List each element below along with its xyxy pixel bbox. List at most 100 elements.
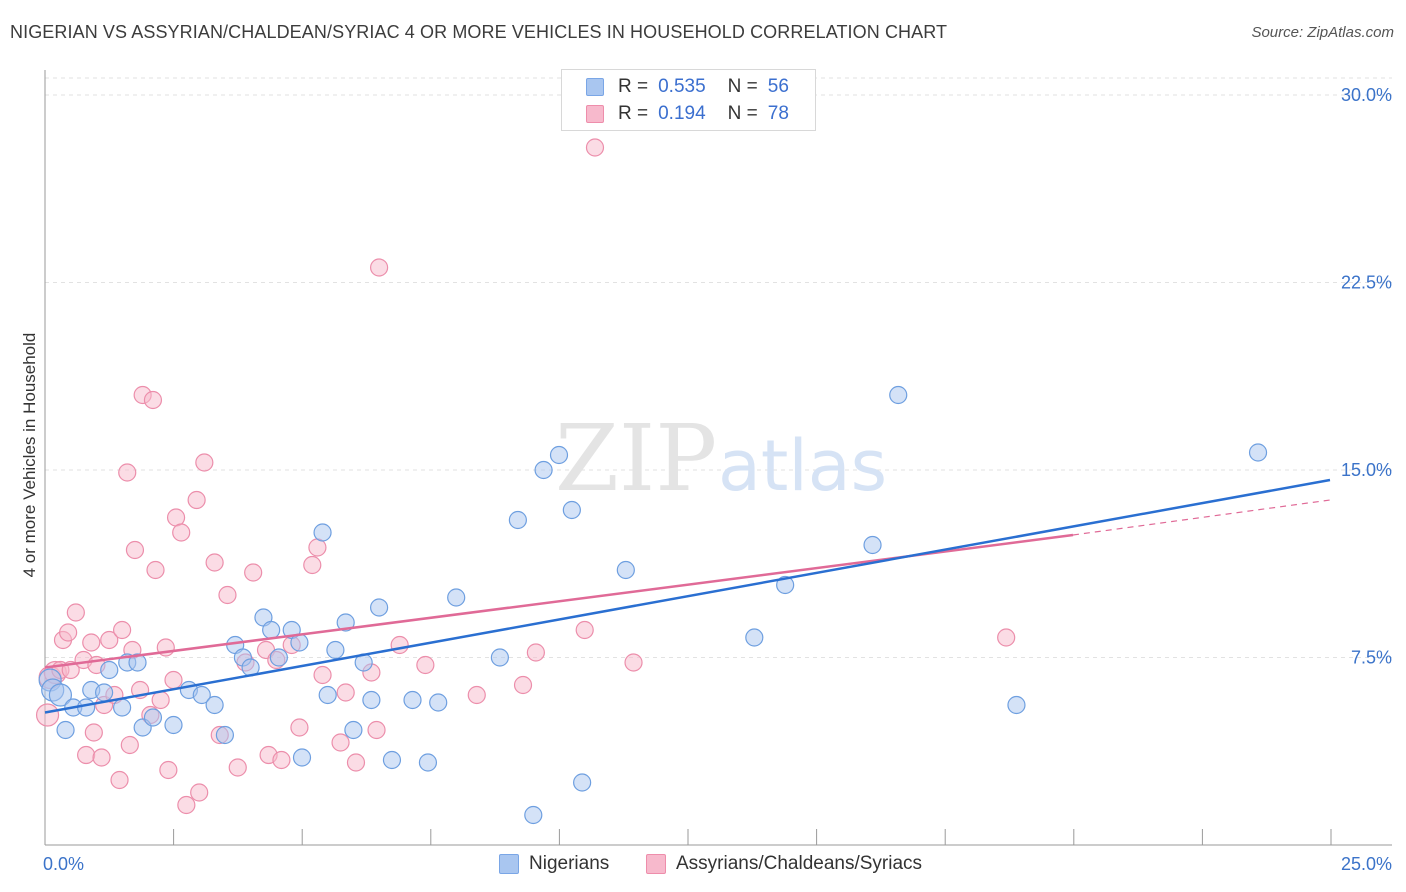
nigerians-point bbox=[192, 685, 211, 705]
nigerians-point bbox=[429, 693, 448, 712]
x-ticks bbox=[44, 829, 1332, 845]
assyrians-point bbox=[118, 463, 137, 482]
assyrians-point bbox=[187, 490, 206, 510]
nigerians-point bbox=[77, 698, 96, 717]
assyrians-point bbox=[313, 665, 332, 685]
assyrians-point bbox=[228, 758, 247, 777]
assyrians-point bbox=[370, 258, 389, 277]
nigerians-point bbox=[549, 445, 569, 465]
nigerians-point bbox=[205, 695, 224, 715]
nigerians-point bbox=[508, 510, 527, 530]
assyrians-point bbox=[467, 685, 486, 705]
assyrians-point bbox=[331, 733, 350, 752]
series-nigerians-points bbox=[38, 385, 1268, 825]
nigerians-point bbox=[143, 708, 163, 727]
nigerians-point bbox=[313, 523, 332, 542]
assyrians-point bbox=[110, 770, 129, 790]
nigerians-point bbox=[318, 685, 337, 705]
bottom-legend-label-assyrians: Assyrians/Chaldeans/Syriacs bbox=[676, 853, 923, 874]
nigerians-point bbox=[269, 648, 288, 667]
nigerians-point bbox=[1007, 695, 1026, 715]
y-axis-label: 4 or more Vehicles in Household bbox=[20, 332, 39, 578]
assyrians-point bbox=[125, 540, 145, 560]
nigerians-point bbox=[562, 500, 581, 520]
watermark-atlas: atlas bbox=[718, 425, 887, 507]
assyrians-point bbox=[120, 735, 139, 755]
assyrians-point bbox=[159, 760, 178, 780]
assyrians-point bbox=[367, 720, 386, 740]
assyrians-point bbox=[92, 748, 111, 767]
x-tick-label-max: 25.0% bbox=[1341, 854, 1392, 874]
assyrians-point bbox=[244, 563, 263, 582]
assyrians-point bbox=[195, 453, 214, 472]
assyrians-point bbox=[303, 555, 322, 575]
assyrians-point bbox=[997, 628, 1016, 647]
assyrians-point bbox=[526, 643, 545, 662]
nigerians-point bbox=[292, 748, 312, 767]
assyrians-point bbox=[77, 745, 96, 765]
nigerians-point bbox=[362, 690, 381, 710]
nigerians-point bbox=[382, 750, 402, 770]
nigerians-point bbox=[745, 628, 764, 647]
assyrians-point bbox=[66, 603, 85, 622]
assyrians-point bbox=[190, 783, 209, 802]
assyrians-point bbox=[84, 723, 103, 742]
nigerians-point bbox=[573, 773, 592, 792]
nigerians-point bbox=[1248, 443, 1268, 462]
x-tick-label-min: 0.0% bbox=[43, 854, 84, 874]
nigerians-point bbox=[447, 588, 466, 607]
assyrians-point bbox=[143, 390, 163, 410]
legend-r-value: 0.535 bbox=[658, 76, 706, 97]
assyrians-point bbox=[390, 635, 409, 655]
assyrians-point bbox=[346, 753, 366, 772]
legend-swatch-blue bbox=[586, 78, 604, 96]
legend-row-nigerians: R = 0.535 N = 56 bbox=[586, 75, 789, 99]
assyrians-point bbox=[575, 620, 594, 640]
assyrians-trend-extension bbox=[1072, 499, 1331, 536]
assyrians-point bbox=[218, 585, 237, 605]
assyrians-point bbox=[164, 670, 183, 690]
assyrians-point bbox=[205, 553, 224, 572]
assyrians-point bbox=[585, 138, 605, 157]
assyrians-point bbox=[172, 523, 191, 542]
nigerians-point bbox=[418, 753, 438, 772]
legend-row-assyrians: R = 0.194 N = 78 bbox=[586, 102, 789, 126]
nigerians-point bbox=[95, 683, 114, 702]
nigerians-point bbox=[262, 620, 281, 640]
nigerians-point bbox=[48, 683, 73, 707]
assyrians-point bbox=[151, 690, 170, 710]
assyrians-point bbox=[35, 703, 60, 727]
assyrians-point bbox=[513, 675, 533, 695]
bottom-legend-nigerians: Nigerians bbox=[499, 852, 609, 876]
y-tick-label: 30.0% bbox=[1341, 85, 1392, 105]
bottom-legend-label-nigerians: Nigerians bbox=[529, 853, 610, 874]
nigerians-point bbox=[534, 460, 553, 480]
nigerians-point bbox=[128, 653, 147, 672]
legend-r-value: 0.194 bbox=[658, 103, 706, 124]
assyrians-point bbox=[272, 750, 291, 770]
nigerians-point bbox=[326, 640, 345, 660]
nigerians-point bbox=[100, 660, 119, 680]
nigerians-point bbox=[370, 598, 389, 617]
assyrians-point bbox=[177, 795, 196, 815]
watermark: ZIP atlas bbox=[555, 405, 887, 512]
legend-n-label: N = bbox=[727, 103, 758, 124]
assyrians-point bbox=[82, 633, 101, 652]
chart-source: Source: ZipAtlas.com bbox=[1251, 24, 1394, 41]
nigerians-point bbox=[776, 575, 795, 595]
legend-swatch-pink bbox=[586, 105, 604, 123]
nigerians-point bbox=[336, 613, 355, 632]
assyrians-point bbox=[59, 623, 78, 642]
bottom-legend-swatch-blue bbox=[499, 854, 519, 874]
assyrians-point bbox=[100, 630, 119, 650]
watermark-zip: ZIP bbox=[555, 405, 717, 512]
legend-n-value: 56 bbox=[767, 76, 789, 97]
bottom-legend-assyrians: Assyrians/Chaldeans/Syriacs bbox=[646, 852, 922, 876]
assyrians-point bbox=[416, 655, 435, 675]
legend-n-label: N = bbox=[727, 76, 758, 97]
nigerians-point bbox=[112, 698, 132, 717]
nigerians-point bbox=[490, 648, 509, 667]
assyrians-point bbox=[112, 620, 132, 640]
chart-title: NIGERIAN VS ASSYRIAN/CHALDEAN/SYRIAC 4 O… bbox=[10, 22, 948, 42]
